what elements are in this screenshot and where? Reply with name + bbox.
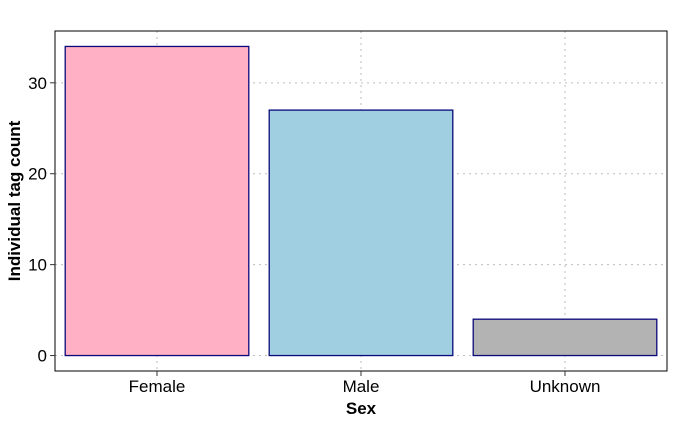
y-tick-label: 30 [28, 74, 47, 93]
x-axis-title: Sex [346, 399, 377, 418]
x-tick-label: Unknown [530, 377, 601, 396]
x-tick-label: Male [343, 377, 380, 396]
bar-unknown [472, 318, 658, 357]
x-tick-label: Female [129, 377, 186, 396]
y-tick-label: 10 [28, 256, 47, 275]
y-tick-label: 20 [28, 165, 47, 184]
bars [64, 45, 658, 357]
y-tick-label: 0 [38, 347, 47, 366]
y-axis-title: Individual tag count [5, 120, 24, 281]
y-axis: 0 10 20 30 [28, 74, 55, 366]
bar-female [64, 45, 250, 357]
x-axis: Female Male Unknown [129, 371, 601, 396]
bar-male [268, 109, 454, 357]
